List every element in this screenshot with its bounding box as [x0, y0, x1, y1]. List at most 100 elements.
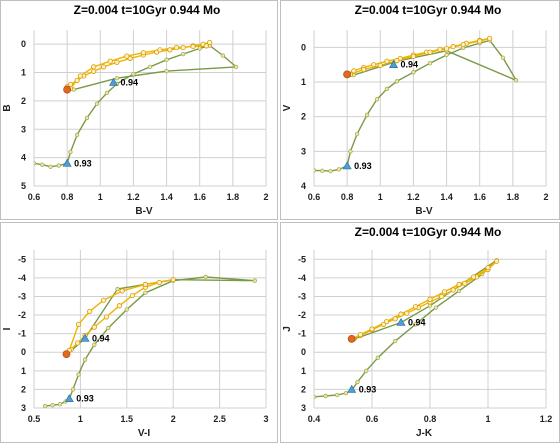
track-point	[384, 58, 390, 64]
x-tick-label: 0.8	[424, 414, 437, 424]
isochrone-point	[147, 64, 153, 70]
x-tick-label: 2	[171, 414, 176, 424]
x-axis-label: J-K	[416, 428, 433, 439]
isochrone-point	[203, 274, 208, 280]
track-point	[74, 77, 80, 84]
isochrone-point	[411, 70, 416, 75]
isochrone-point	[164, 68, 169, 74]
y-tick-label: 1	[301, 366, 306, 376]
isochrone-point	[76, 372, 81, 377]
chart-panel-4: Z=0.004 t=10Gyr 0.944 Mo 0.4 0.6 0.8 1 1.2 -5 -…	[280, 222, 560, 443]
isochrone-point	[393, 338, 398, 344]
track-point	[462, 280, 468, 287]
panel-frame	[0, 0, 278, 220]
y-tick-label: 0	[301, 347, 306, 357]
isochrone-point	[70, 387, 76, 392]
track-point	[167, 47, 173, 53]
mass-marker	[396, 317, 406, 326]
isochrone-point	[234, 64, 239, 70]
isochrone-point	[115, 286, 120, 292]
y-tick-label: -2	[298, 310, 306, 320]
start-point-marker	[63, 85, 72, 94]
start-point-marker	[347, 334, 356, 343]
track-point	[427, 49, 433, 55]
isochrone-point	[143, 290, 148, 295]
y-axis-label: B	[2, 104, 13, 111]
track-point	[456, 281, 462, 287]
plot-area	[314, 258, 500, 399]
isochrone-point	[343, 390, 349, 396]
track-point	[103, 314, 109, 320]
chart-panel-1: Z=0.004 t=10Gyr 0.944 Mo 0.6 0.8 1 1.2 1.4 1.6…	[0, 0, 278, 220]
x-axis-label: V-I	[138, 428, 150, 439]
isochrone-point	[40, 162, 45, 167]
isochrone-point	[42, 403, 48, 408]
chart-title: Z=0.004 t=10Gyr 0.944 Mo	[355, 3, 502, 17]
isochrone-point	[68, 149, 73, 155]
isochrone-point	[252, 278, 258, 283]
x-tick-label: 0.6	[366, 414, 379, 424]
isochrone-point	[114, 76, 120, 81]
track-point	[173, 44, 180, 51]
x-tick-label: 1	[485, 414, 490, 424]
track-point	[140, 50, 146, 56]
isochrone-point	[374, 97, 380, 102]
isochrone-point	[500, 55, 506, 60]
isochrone-point	[164, 57, 169, 62]
isochrone-point	[375, 355, 380, 360]
y-tick-label: -1	[298, 329, 306, 339]
x-tick-label: 1	[98, 192, 103, 202]
track-point	[114, 59, 120, 65]
isochrone-point	[348, 149, 353, 154]
x-tick-label: 2.5	[213, 414, 226, 424]
y-tick-label: 1	[21, 366, 26, 376]
mass-label: 0.94	[401, 60, 419, 70]
y-tick-label: 2	[301, 112, 306, 122]
track-point	[75, 340, 81, 346]
chart-title: Z=0.004 t=10Gyr 0.944 Mo	[74, 3, 221, 17]
y-tick-label: -4	[18, 273, 26, 283]
chart-title: Z=0.004 t=10Gyr 0.944 Mo	[355, 225, 502, 239]
x-axis-label: B-V	[415, 206, 433, 217]
track-point	[91, 68, 97, 75]
y-tick-label: 4	[301, 181, 306, 191]
track-point	[129, 292, 135, 299]
track-point	[101, 64, 107, 70]
track-point	[392, 316, 398, 322]
y-tick-label: 3	[301, 146, 306, 156]
x-tick-label: 1.8	[227, 192, 240, 202]
x-tick-label: 1	[378, 192, 383, 202]
x-tick-label: 3	[263, 414, 268, 424]
isochrone-point	[48, 164, 53, 169]
x-tick-label: 1.8	[507, 192, 520, 202]
track-point	[460, 41, 466, 48]
track-point	[412, 304, 419, 310]
track-point	[91, 324, 97, 330]
isochrone-point	[328, 168, 333, 174]
mass-marker	[389, 60, 399, 68]
y-tick-label: 0	[21, 347, 26, 357]
chart-panel-3: 0.5 1 1.5 2 2.5 3 -5 -4 -3 -2 -1 0 1 2 3 V-I I 0.94 0.93	[0, 222, 278, 443]
isochrone-point	[335, 392, 340, 398]
y-tick-label: 3	[21, 403, 26, 413]
isochrone-point	[384, 86, 390, 92]
y-axis-label: J	[282, 326, 293, 332]
track-point	[383, 318, 390, 325]
y-tick-label: 0	[21, 39, 26, 49]
y-tick-label: 2	[21, 384, 26, 394]
x-tick-label: 0.6	[308, 192, 321, 202]
isochrone-point	[444, 52, 449, 58]
x-tick-label: 1.6	[193, 192, 206, 202]
isochrone-point	[456, 288, 462, 294]
track-point	[494, 258, 500, 264]
mass-marker	[347, 384, 357, 393]
x-tick-label: 2	[543, 192, 548, 202]
track-point	[404, 310, 410, 316]
y-tick-label: -3	[298, 291, 306, 301]
isochrone-point	[413, 322, 418, 327]
x-tick-label: 1	[78, 414, 83, 424]
y-tick-label: -5	[18, 254, 26, 264]
start-point-marker	[343, 70, 352, 79]
chart-panel-2: Z=0.004 t=10Gyr 0.944 Mo 0.6 0.8 1 1.2 1.4 1.6…	[280, 0, 560, 220]
